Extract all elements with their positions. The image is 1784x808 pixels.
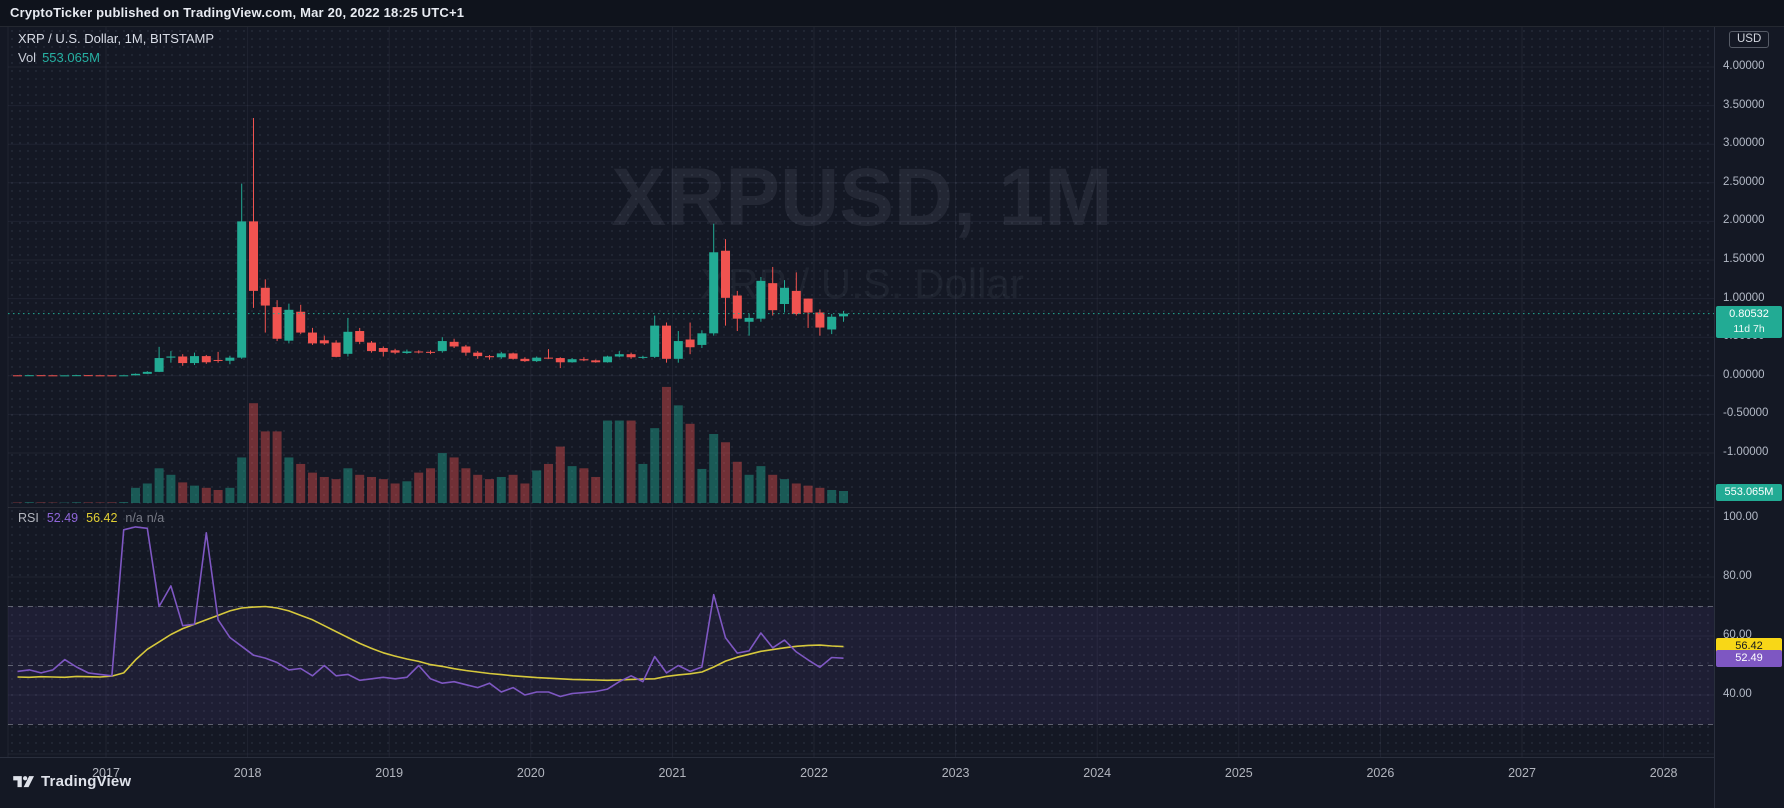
rsi-value-badge: 52.49 bbox=[1716, 650, 1782, 667]
symbol-title[interactable]: XRP / U.S. Dollar, 1M, BITSTAMP bbox=[18, 31, 215, 46]
candlesticks bbox=[13, 117, 848, 377]
price-scale[interactable]: USD 4.00000 3.50000 3.00000 2.50000 2.00000 1… bbox=[1714, 27, 1784, 808]
year-tick-label: 2022 bbox=[800, 766, 828, 780]
year-tick-label: 2025 bbox=[1224, 766, 1253, 780]
rsi-pane-graphics bbox=[8, 526, 1714, 725]
chart-background bbox=[0, 27, 1784, 808]
year-tick-label: 2021 bbox=[658, 766, 687, 780]
bar-countdown: 11d 7h bbox=[1733, 323, 1765, 335]
rsi-na-2: n/a bbox=[146, 511, 165, 525]
dot-grid-pattern bbox=[8, 27, 1714, 757]
year-tick-label: 2018 bbox=[233, 766, 262, 780]
rsi-title[interactable]: RSI bbox=[18, 511, 39, 525]
price-tick-label: 3.50000 bbox=[1723, 98, 1765, 111]
time-scale[interactable]: 2017 2018 2019 2020 2021 2022 2023 2024 2025 2026… bbox=[0, 757, 1714, 808]
rsi-tick-label: 100.00 bbox=[1723, 511, 1759, 523]
year-tick-label: 2024 bbox=[1083, 766, 1112, 780]
year-tick-label: 2019 bbox=[375, 766, 404, 780]
rsi-value: 52.49 bbox=[46, 511, 79, 525]
gridlines bbox=[7, 27, 1714, 757]
year-tick-label: 2017 bbox=[92, 766, 120, 780]
currency-toggle-badge[interactable]: USD bbox=[1729, 31, 1770, 48]
price-tick-label: 1.50000 bbox=[1723, 253, 1765, 265]
rsi-na-1: n/a bbox=[125, 511, 143, 525]
rsi-tick-label: 40.00 bbox=[1723, 688, 1752, 700]
volume-axis-badge: 553.065M bbox=[1716, 484, 1782, 501]
year-tick-label: 2027 bbox=[1508, 766, 1536, 780]
volume-bars bbox=[13, 386, 848, 503]
last-price-badge: 0.80532 11d 7h bbox=[1716, 306, 1782, 338]
price-tick-label: 2.00000 bbox=[1723, 214, 1765, 227]
year-tick-label: 2023 bbox=[941, 766, 970, 780]
volume-value: 553.065M bbox=[42, 50, 100, 65]
year-tick-label: 2020 bbox=[516, 766, 545, 780]
price-tick-label: 0.00000 bbox=[1723, 368, 1765, 381]
price-tick-label: 3.00000 bbox=[1723, 137, 1765, 150]
price-tick-label: 4.00000 bbox=[1723, 60, 1765, 72]
attribution-text: CryptoTicker published on TradingView.co… bbox=[10, 5, 465, 20]
price-tick-label: -1.00000 bbox=[1723, 446, 1769, 458]
year-tick-label: 2028 bbox=[1649, 766, 1678, 780]
volume-label: Vol bbox=[18, 50, 37, 65]
rsi-legend[interactable]: RSI 52.49 56.42 n/a n/a bbox=[18, 511, 168, 525]
chart-legend[interactable]: XRP / U.S. Dollar, 1M, BITSTAMP Vol 553.0… bbox=[18, 31, 214, 65]
price-tick-label: 2.50000 bbox=[1723, 175, 1765, 188]
attribution-bar: CryptoTicker published on TradingView.co… bbox=[0, 0, 1784, 27]
price-tick-label: 1.00000 bbox=[1723, 291, 1765, 304]
year-tick-label: 2026 bbox=[1366, 766, 1395, 780]
price-tick-label: -0.50000 bbox=[1723, 407, 1769, 420]
watermark-description: XRP / U.S. Dollar bbox=[700, 260, 1024, 307]
tradingview-logo-icon bbox=[13, 776, 34, 788]
rsi-tick-label: 80.00 bbox=[1723, 570, 1752, 582]
tradingview-logo-text: TradingView bbox=[41, 772, 132, 790]
last-price-value: 0.80532 bbox=[1729, 308, 1769, 320]
rsi-ma-value: 56.42 bbox=[86, 511, 118, 525]
tradingview-logo[interactable]: TradingView bbox=[12, 771, 131, 791]
watermark-symbol: XRPUSD, 1M bbox=[611, 152, 1112, 243]
